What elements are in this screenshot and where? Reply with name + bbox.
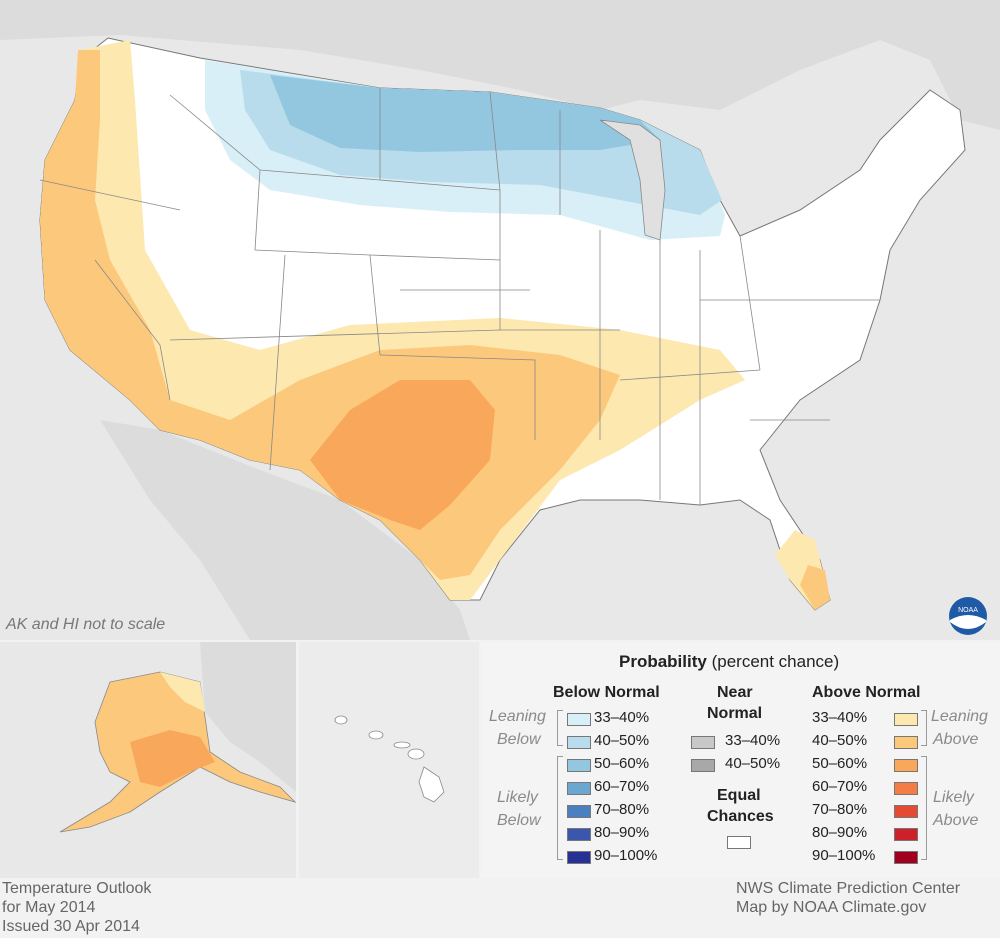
alaska-above-33-40: [160, 672, 205, 712]
below-normal-label: 90–100%: [594, 847, 658, 864]
footer-credit-line-1: NWS Climate Prediction Center: [736, 880, 961, 897]
above-normal-swatch: [894, 828, 918, 841]
footer-title-line-3: Issued 30 Apr 2014: [2, 918, 140, 935]
above-normal-swatch: [894, 805, 918, 818]
below-normal-label: 50–60%: [594, 755, 650, 772]
below-normal-label: 40–50%: [594, 732, 650, 749]
above-normal-swatch: [894, 759, 918, 772]
leaning-above-label-1: Leaning: [931, 708, 988, 725]
above-normal-label: 33–40%: [812, 709, 868, 726]
above-normal-label: 40–50%: [812, 732, 868, 749]
below-normal-header: Below Normal: [553, 684, 660, 701]
leaning-below-bracket: [557, 710, 563, 746]
likely-above-label-1: Likely: [933, 789, 974, 806]
hawaii-island-molokai: [393, 741, 411, 749]
above-normal-33-40: [40, 40, 745, 600]
noaa-logo-wave: [950, 615, 986, 629]
equal-chances-label-1: Equal: [717, 787, 761, 804]
alaska-above-50-60: [130, 730, 215, 787]
alaska-inset: [0, 642, 296, 878]
leaning-below-label-1: Leaning: [489, 708, 546, 725]
near-normal-label: 40–50%: [725, 755, 781, 772]
near-normal-label: 33–40%: [725, 732, 781, 749]
likely-above-bracket: [921, 756, 927, 860]
leaning-above-label-2: Above: [933, 731, 979, 748]
above-normal-header: Above Normal: [812, 684, 921, 701]
leaning-below-label-2: Below: [497, 731, 541, 748]
leaning-above-bracket: [921, 710, 927, 746]
above-normal-label: 50–60%: [812, 755, 868, 772]
above-normal-label: 80–90%: [812, 824, 868, 841]
noaa-logo-text: NOAA: [958, 607, 978, 614]
below-normal-swatch: [567, 805, 591, 818]
near-normal-swatch: [691, 759, 715, 772]
below-normal-swatch: [567, 736, 591, 749]
legend-title-suffix: (percent chance): [711, 652, 840, 671]
state-borders: [39, 88, 880, 505]
below-normal-label: 33–40%: [594, 709, 650, 726]
above-normal-label: 90–100%: [812, 847, 876, 864]
footer-credit: NWS Climate Prediction Center Map by NOA…: [736, 879, 960, 917]
footer-title-line-1: Temperature Outlook: [2, 880, 152, 897]
hawaii-inset: [299, 642, 479, 878]
below-normal-swatch: [567, 851, 591, 864]
canada-land: [0, 0, 1000, 130]
equal-chances-label-2: Chances: [707, 808, 774, 825]
legend: Probability (percent chance) Below Norma…: [481, 642, 1000, 878]
above-normal-swatch: [894, 736, 918, 749]
likely-below-label-1: Likely: [497, 789, 538, 806]
footer-credit-line-2: Map by NOAA Climate.gov: [736, 899, 927, 916]
hawaii-island-maui: [407, 748, 425, 760]
above-normal-40-50-florida: [800, 565, 830, 610]
mexico-land: [100, 420, 470, 640]
canada-land-ak: [200, 642, 296, 792]
hawaii-island-kauai: [334, 715, 348, 725]
lake-michigan: [599, 119, 666, 241]
above-normal-swatch: [894, 851, 918, 864]
near-normal-swatch: [691, 736, 715, 749]
conus-map: [0, 0, 1000, 640]
above-normal-label: 70–80%: [812, 801, 868, 818]
below-normal-label: 80–90%: [594, 824, 650, 841]
below-normal-label: 60–70%: [594, 778, 650, 795]
scale-note: AK and HI not to scale: [6, 616, 166, 633]
below-normal-swatch: [567, 759, 591, 772]
legend-title: Probability: [619, 652, 707, 671]
near-normal-header-1: Near: [717, 684, 753, 701]
hawaii-island-oahu: [368, 730, 384, 740]
footer-title: Temperature Outlook for May 2014 Issued …: [2, 879, 151, 936]
hawaii-island-big-island: [418, 766, 445, 803]
below-normal-swatch: [567, 713, 591, 726]
above-normal-50-60: [310, 380, 495, 530]
near-normal-header-2: Normal: [707, 705, 763, 722]
above-normal-swatch: [894, 713, 918, 726]
likely-above-label-2: Above: [933, 812, 979, 829]
noaa-logo: NOAA: [949, 597, 987, 635]
footer-title-line-2: for May 2014: [2, 899, 96, 916]
likely-below-bracket: [557, 756, 563, 860]
likely-below-label-2: Below: [497, 812, 541, 829]
below-normal-swatch: [567, 828, 591, 841]
hawaii-background: [299, 642, 479, 878]
equal-chances-swatch: [727, 836, 751, 849]
below-normal-swatch: [567, 782, 591, 795]
below-normal-label: 70–80%: [594, 801, 650, 818]
above-normal-swatch: [894, 782, 918, 795]
above-normal-label: 60–70%: [812, 778, 868, 795]
below-normal-50-60: [270, 75, 660, 152]
legend-title-row: Probability (percent chance): [619, 652, 839, 672]
